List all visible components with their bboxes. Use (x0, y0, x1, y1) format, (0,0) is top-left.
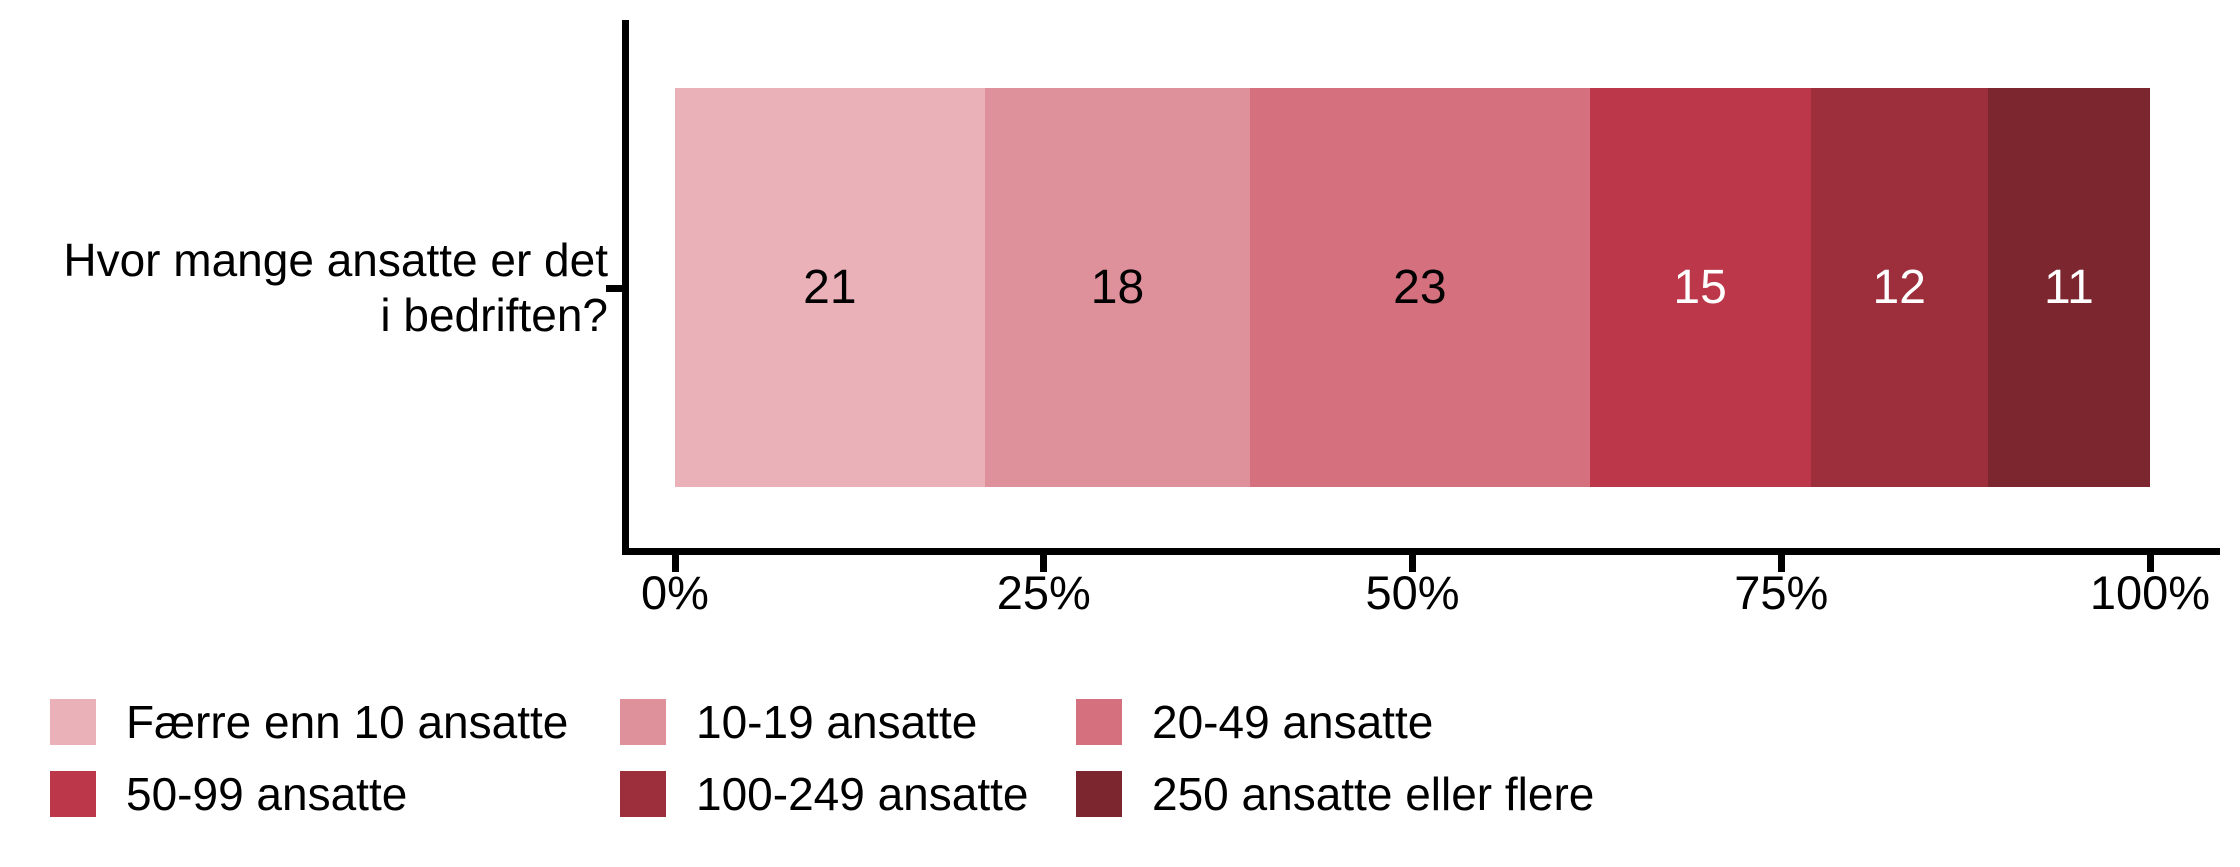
x-axis-tick-label: 25% (996, 566, 1091, 619)
y-axis-label-line2: i bedriften? (380, 289, 608, 341)
x-axis-line (622, 548, 2220, 555)
bar-segment: 18 (984, 88, 1251, 487)
segment-value-label: 11 (2043, 261, 2094, 314)
legend-swatch (620, 771, 666, 817)
x-axis-tick-mark (671, 555, 679, 572)
y-axis-tick-mark (606, 285, 622, 292)
segment-value-label: 21 (803, 261, 857, 314)
legend-item: 20-49 ansatte (1076, 695, 1433, 749)
legend-swatch (1076, 771, 1122, 817)
segment-value-label: 23 (1393, 261, 1447, 314)
legend-swatch (1076, 699, 1122, 745)
segment-value-label: 18 (1090, 261, 1145, 314)
legend-label: 250 ansatte eller flere (1152, 768, 1595, 820)
legend-label: 50-99 ansatte (126, 768, 408, 820)
legend-item: Færre enn 10 ansatte (50, 695, 568, 749)
x-axis-tick-mark (1777, 555, 1785, 572)
legend-swatch (50, 699, 96, 745)
x-axis-tick-mark (1040, 555, 1048, 572)
legend-item: 50-99 ansatte (50, 767, 407, 821)
legend-item: 10-19 ansatte (620, 695, 977, 749)
x-axis-tick-label: 0% (641, 566, 709, 619)
legend-item: 250 ansatte eller flere (1076, 767, 1594, 821)
legend-label: 10-19 ansatte (696, 696, 978, 748)
x-axis-tick-label: 50% (1365, 566, 1460, 619)
y-axis-label-line1: Hvor mange ansatte er det (63, 234, 608, 286)
bar-segment: 11 (1987, 88, 2150, 487)
y-axis-line (622, 20, 629, 555)
segment-value-label: 15 (1673, 261, 1727, 314)
legend-label: Færre enn 10 ansatte (126, 696, 569, 748)
legend-label: 100-249 ansatte (696, 768, 1029, 820)
stacked-bar: 21 18 23 15 12 11 (675, 88, 2150, 487)
x-axis-tick-label: 75% (1734, 566, 1829, 619)
x-axis-tick-mark (2146, 555, 2154, 572)
legend-label: 20-49 ansatte (1152, 696, 1434, 748)
legend-item: 100-249 ansatte (620, 767, 1029, 821)
bar-segment: 15 (1589, 88, 1811, 487)
x-axis-tick-label: 100% (2089, 566, 2211, 619)
y-axis-label: Hvor mange ansatte er det i bedriften? (18, 233, 608, 343)
bar-segment: 21 (675, 88, 985, 487)
x-axis-tick-mark (1409, 555, 1416, 572)
bar-segment: 23 (1250, 88, 1590, 487)
legend-swatch (50, 771, 96, 817)
legend-swatch (620, 699, 666, 745)
segment-value-label: 12 (1872, 261, 1926, 314)
bar-segment: 12 (1810, 88, 1988, 487)
